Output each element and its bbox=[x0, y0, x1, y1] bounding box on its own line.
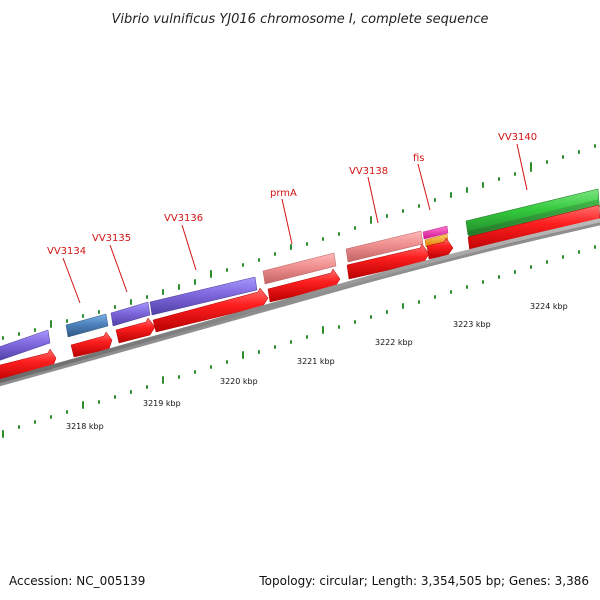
callout-vv3136 bbox=[181, 224, 197, 271]
steel-blue-gene-block bbox=[65, 313, 109, 338]
red-cds-arrow-4 bbox=[152, 287, 269, 333]
callout-prma bbox=[281, 198, 293, 245]
gc-dot-track bbox=[2, 144, 596, 438]
pink-gene-block bbox=[422, 225, 449, 240]
callout-fis bbox=[417, 163, 431, 211]
gene-label-fis: fis bbox=[413, 153, 425, 164]
gc-dot-track-lower bbox=[2, 245, 596, 438]
scale-label-3223: 3223 kbp bbox=[453, 320, 491, 329]
map-title: Vibrio vulnificus YJ016 chromosome I, co… bbox=[111, 12, 488, 27]
scale-label-3220: 3220 kbp bbox=[220, 377, 258, 386]
gene-label-prma: prmA bbox=[270, 188, 297, 199]
gene-callouts bbox=[62, 143, 528, 304]
scale-label-3218: 3218 kbp bbox=[66, 422, 104, 431]
callout-vv3135 bbox=[109, 244, 128, 293]
scale-label-3222: 3222 kbp bbox=[375, 338, 413, 347]
purple-gene-block-small bbox=[110, 301, 151, 327]
gene-label-vv3138: VV3138 bbox=[349, 166, 388, 177]
purple-gene-block-left bbox=[0, 329, 51, 361]
scale-label-3224: 3224 kbp bbox=[530, 302, 568, 311]
callout-vv3138 bbox=[367, 176, 379, 224]
salmon-gene-block-right bbox=[345, 230, 424, 263]
genome-summary-text: Topology: circular; Length: 3,354,505 bp… bbox=[258, 574, 589, 588]
accession-text: Accession: NC_005139 bbox=[9, 574, 145, 588]
gc-dot-track-upper bbox=[2, 144, 596, 340]
genome-backbone bbox=[0, 218, 600, 384]
salmon-gene-block-left bbox=[262, 252, 337, 285]
gene-feature-track bbox=[0, 188, 600, 382]
red-cds-arrow-2 bbox=[70, 331, 113, 358]
red-cds-arrow-8 bbox=[467, 204, 600, 254]
red-cds-arrow-7 bbox=[426, 237, 454, 260]
purple-gene-block-large bbox=[149, 276, 258, 316]
scale-label-3219: 3219 kbp bbox=[143, 399, 181, 408]
callout-vv3134 bbox=[62, 257, 81, 304]
red-cds-arrow-5 bbox=[267, 268, 341, 303]
gene-label-vv3136: VV3136 bbox=[164, 213, 203, 224]
gene-label-vv3134: VV3134 bbox=[47, 246, 86, 257]
red-cds-arrow-1 bbox=[0, 348, 57, 382]
scale-label-3221: 3221 kbp bbox=[297, 357, 335, 366]
callout-vv3140 bbox=[516, 143, 528, 191]
gene-label-vv3135: VV3135 bbox=[92, 233, 131, 244]
gene-label-vv3140: VV3140 bbox=[498, 132, 537, 143]
